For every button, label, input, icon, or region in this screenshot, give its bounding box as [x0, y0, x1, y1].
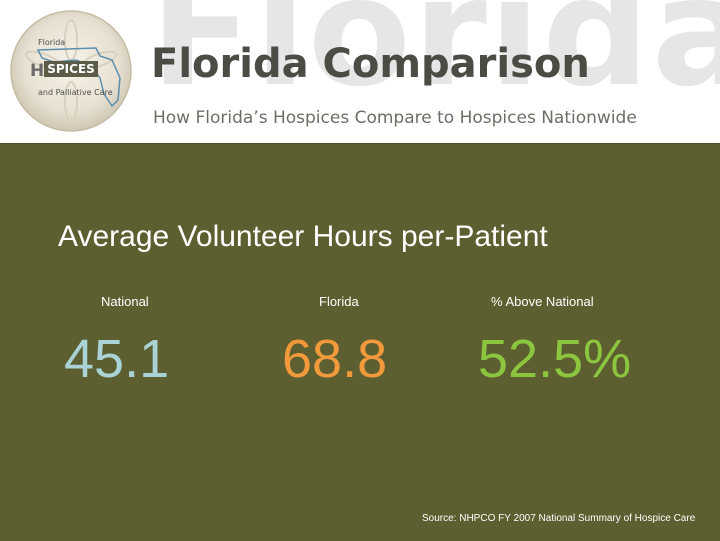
page-subtitle: How Florida’s Hospices Compare to Hospic…	[153, 108, 637, 128]
stat-label-above-national: % Above National	[491, 294, 594, 309]
page-title: Florida Comparison	[151, 41, 590, 87]
logo-hospices-text: H SPICES	[30, 61, 98, 81]
stat-label-national: National	[101, 294, 149, 309]
watermark-text: Florida	[150, 0, 720, 120]
stat-value-florida: 68.8	[282, 329, 388, 389]
logo-palliative-text: and Palliative Care	[38, 88, 113, 97]
section-heading: Average Volunteer Hours per-Patient	[58, 220, 548, 253]
hospices-logo: Florida H SPICES and Palliative Care	[8, 8, 134, 134]
stat-label-florida: Florida	[319, 294, 359, 309]
source-note: Source: NHPCO FY 2007 National Summary o…	[422, 513, 696, 524]
stat-value-national: 45.1	[64, 329, 170, 389]
stat-value-above-national: 52.5%	[478, 329, 632, 389]
logo-h-letter: H	[30, 61, 45, 81]
logo-spices-badge: SPICES	[44, 61, 98, 77]
logo-florida-text: Florida	[38, 38, 66, 47]
content-panel: Average Volunteer Hours per-Patient Nati…	[0, 143, 720, 541]
header: Florida Florida H SPICES and Palliative C…	[0, 0, 720, 143]
